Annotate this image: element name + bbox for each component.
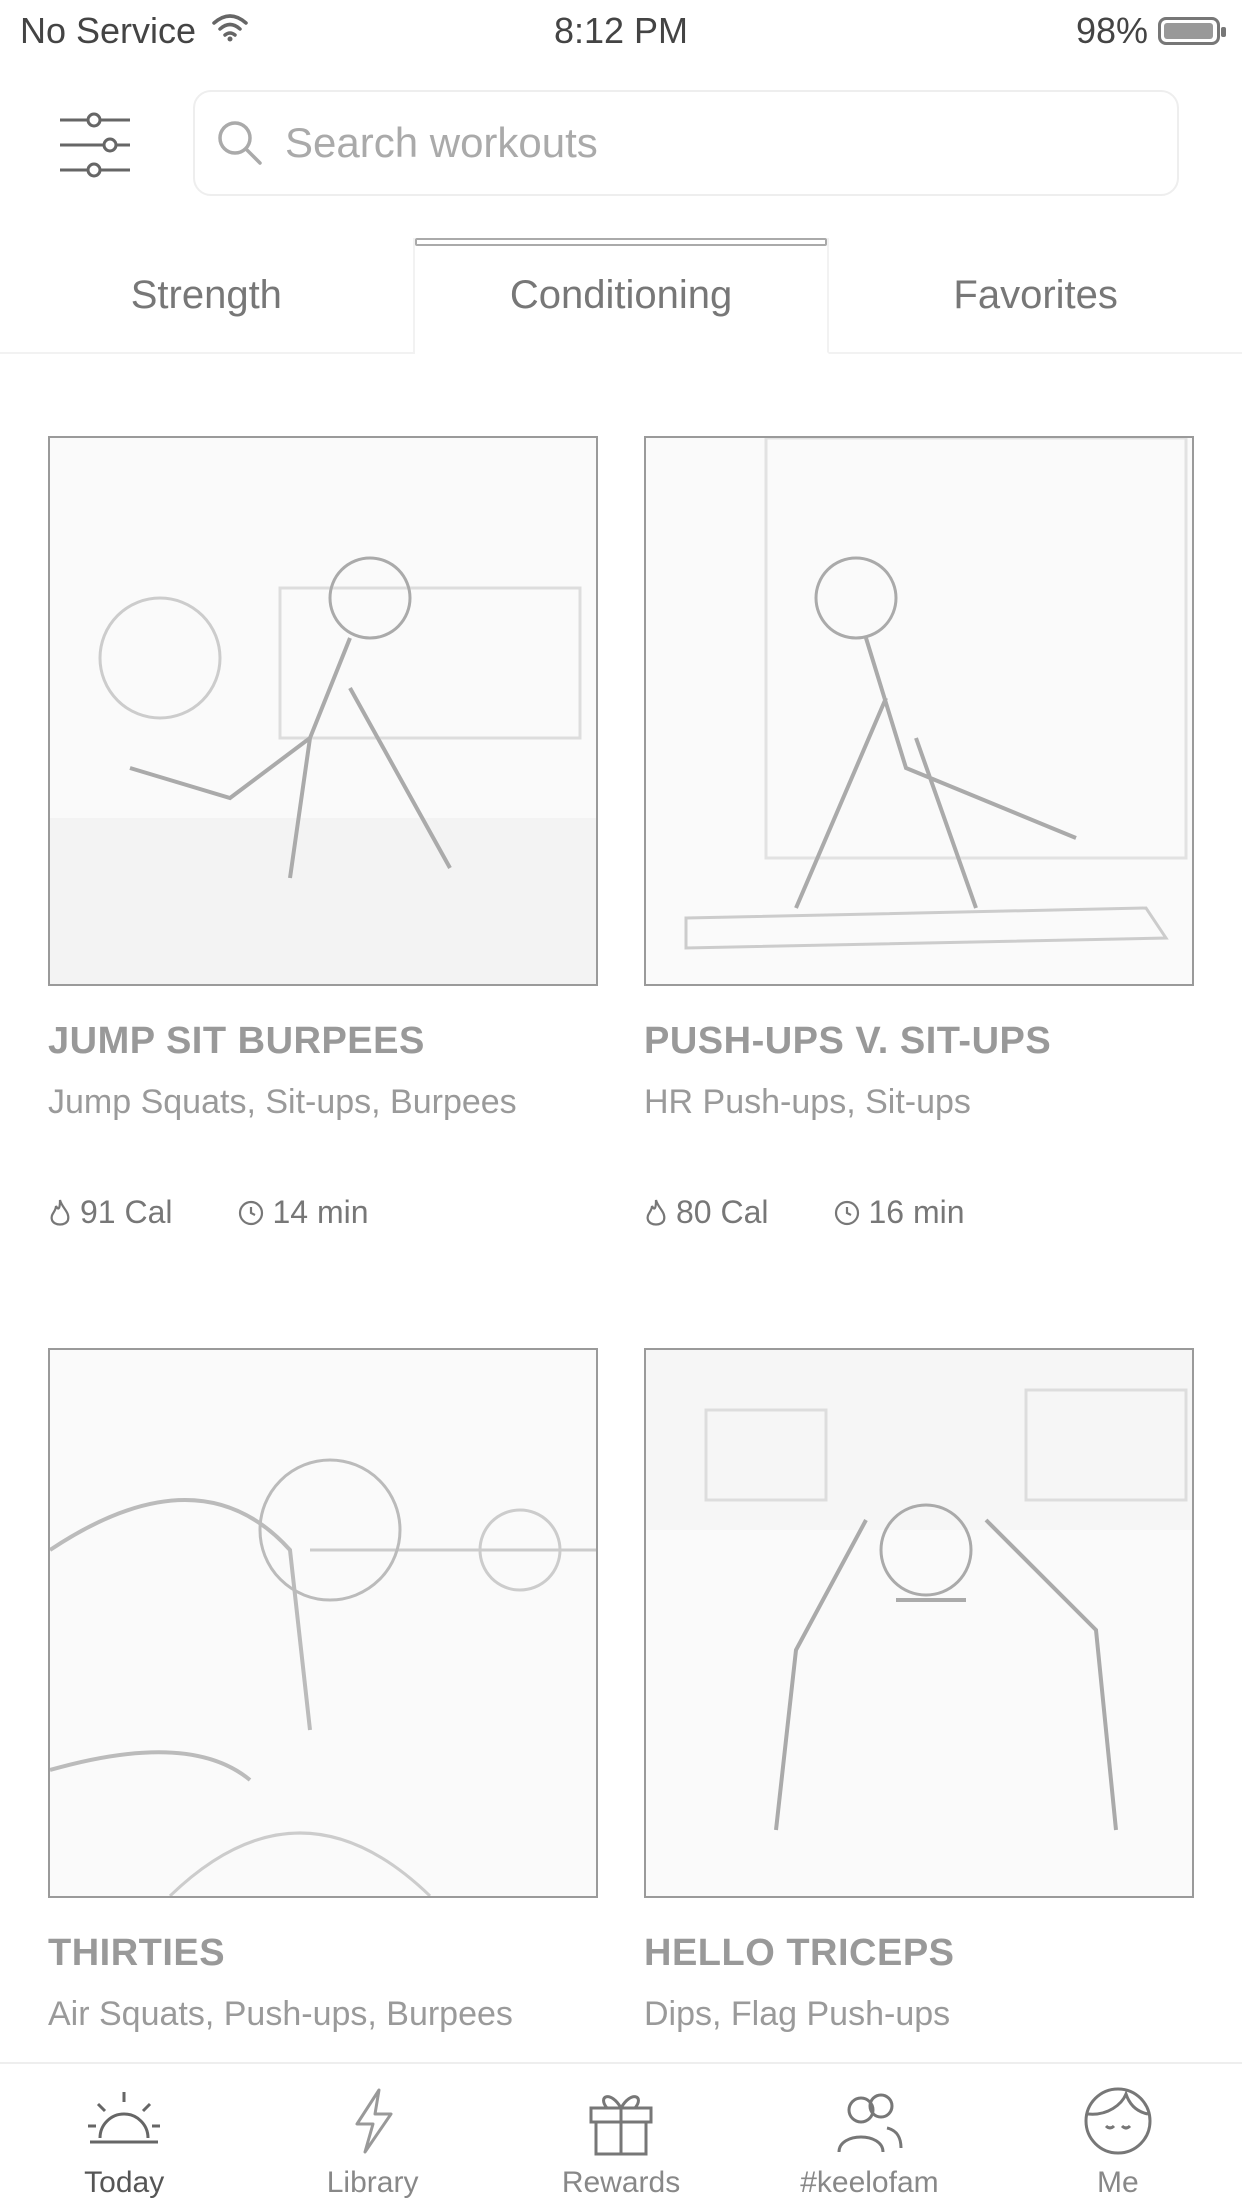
workout-meta: 80 Cal 16 min (644, 1194, 1194, 1231)
people-icon (837, 2093, 903, 2153)
workout-card[interactable]: JUMP SIT BURPEES Jump Squats, Sit-ups, B… (48, 436, 598, 1231)
duration-value: 16 min (868, 1194, 965, 1230)
clock: 8:12 PM (553, 10, 689, 51)
nav-label: Today (84, 2166, 165, 2199)
duration: 16 min (833, 1194, 965, 1231)
flame-icon (646, 1199, 666, 1226)
battery-status: 98% (1075, 10, 1226, 52)
nav-rewards[interactable]: Rewards (497, 2064, 745, 2210)
workout-exercises: Air Squats, Push-ups, Burpees (48, 1995, 513, 2033)
nav-label: Rewards (561, 2166, 681, 2199)
workout-card[interactable]: PUSH-UPS V. SIT-UPS HR Push-ups, Sit-ups… (644, 436, 1194, 1231)
workout-thumbnail (644, 436, 1194, 986)
clock-icon (238, 1200, 263, 1225)
workout-card[interactable]: HELLO TRICEPS Dips, Flag Push-ups (644, 1348, 1194, 2034)
nav-label: Me (1096, 2166, 1139, 2199)
search-icon (218, 121, 262, 165)
carrier-status: No Service (20, 10, 250, 52)
search-row (0, 90, 1242, 200)
workout-exercises: Dips, Flag Push-ups (644, 1995, 951, 2033)
sliders-icon (60, 112, 130, 178)
face-icon (1084, 2087, 1152, 2155)
lightning-icon (355, 2088, 393, 2154)
calories-value: 91 Cal (80, 1194, 173, 1230)
clock-icon (834, 1200, 859, 1225)
gift-icon (589, 2095, 653, 2156)
calories-value: 80 Cal (676, 1194, 769, 1230)
workout-thumbnail (644, 1348, 1194, 1898)
wifi-icon (210, 10, 250, 52)
battery-icon (1158, 17, 1226, 45)
flame-icon (50, 1199, 70, 1226)
filter-button[interactable] (58, 108, 132, 182)
calories: 80 Cal (644, 1194, 769, 1231)
sun-icon (88, 2092, 161, 2144)
workout-title: PUSH-UPS V. SIT-UPS (644, 1020, 1052, 1062)
duration-value: 14 min (272, 1194, 369, 1230)
workout-meta: 91 Cal 14 min (48, 1194, 598, 1231)
status-bar: No Service 8:12 PM 98% (0, 0, 1242, 62)
category-tabs: Strength Conditioning Favorites (0, 238, 1242, 354)
tab-conditioning[interactable]: Conditioning (414, 238, 830, 354)
tab-favorites[interactable]: Favorites (829, 238, 1242, 354)
workout-thumbnail (48, 436, 598, 986)
nav-me[interactable]: Me (994, 2064, 1242, 2210)
carrier-label: No Service (20, 10, 197, 51)
workout-title: HELLO TRICEPS (644, 1932, 955, 1974)
workout-exercises: Jump Squats, Sit-ups, Burpees (48, 1083, 517, 1121)
workout-exercises: HR Push-ups, Sit-ups (644, 1083, 971, 1121)
calories: 91 Cal (48, 1194, 173, 1231)
nav-today[interactable]: Today (0, 2064, 248, 2210)
workout-title: THIRTIES (48, 1932, 226, 1974)
search-input[interactable] (283, 118, 1147, 168)
workout-title: JUMP SIT BURPEES (48, 1020, 425, 1062)
nav-label: #keelofam (800, 2166, 939, 2199)
nav-label: Library (326, 2166, 419, 2199)
workout-thumbnail (48, 1348, 598, 1898)
nav-community[interactable]: #keelofam (745, 2064, 993, 2210)
battery-percent: 98% (1075, 10, 1148, 51)
tab-strength[interactable]: Strength (0, 238, 415, 354)
bottom-nav: Today Library Rewards #keelofam Me (0, 2062, 1242, 2210)
duration: 14 min (237, 1194, 369, 1231)
nav-library[interactable]: Library (248, 2064, 496, 2210)
search-bar[interactable] (193, 90, 1179, 196)
workout-card[interactable]: THIRTIES Air Squats, Push-ups, Burpees (48, 1348, 598, 2034)
